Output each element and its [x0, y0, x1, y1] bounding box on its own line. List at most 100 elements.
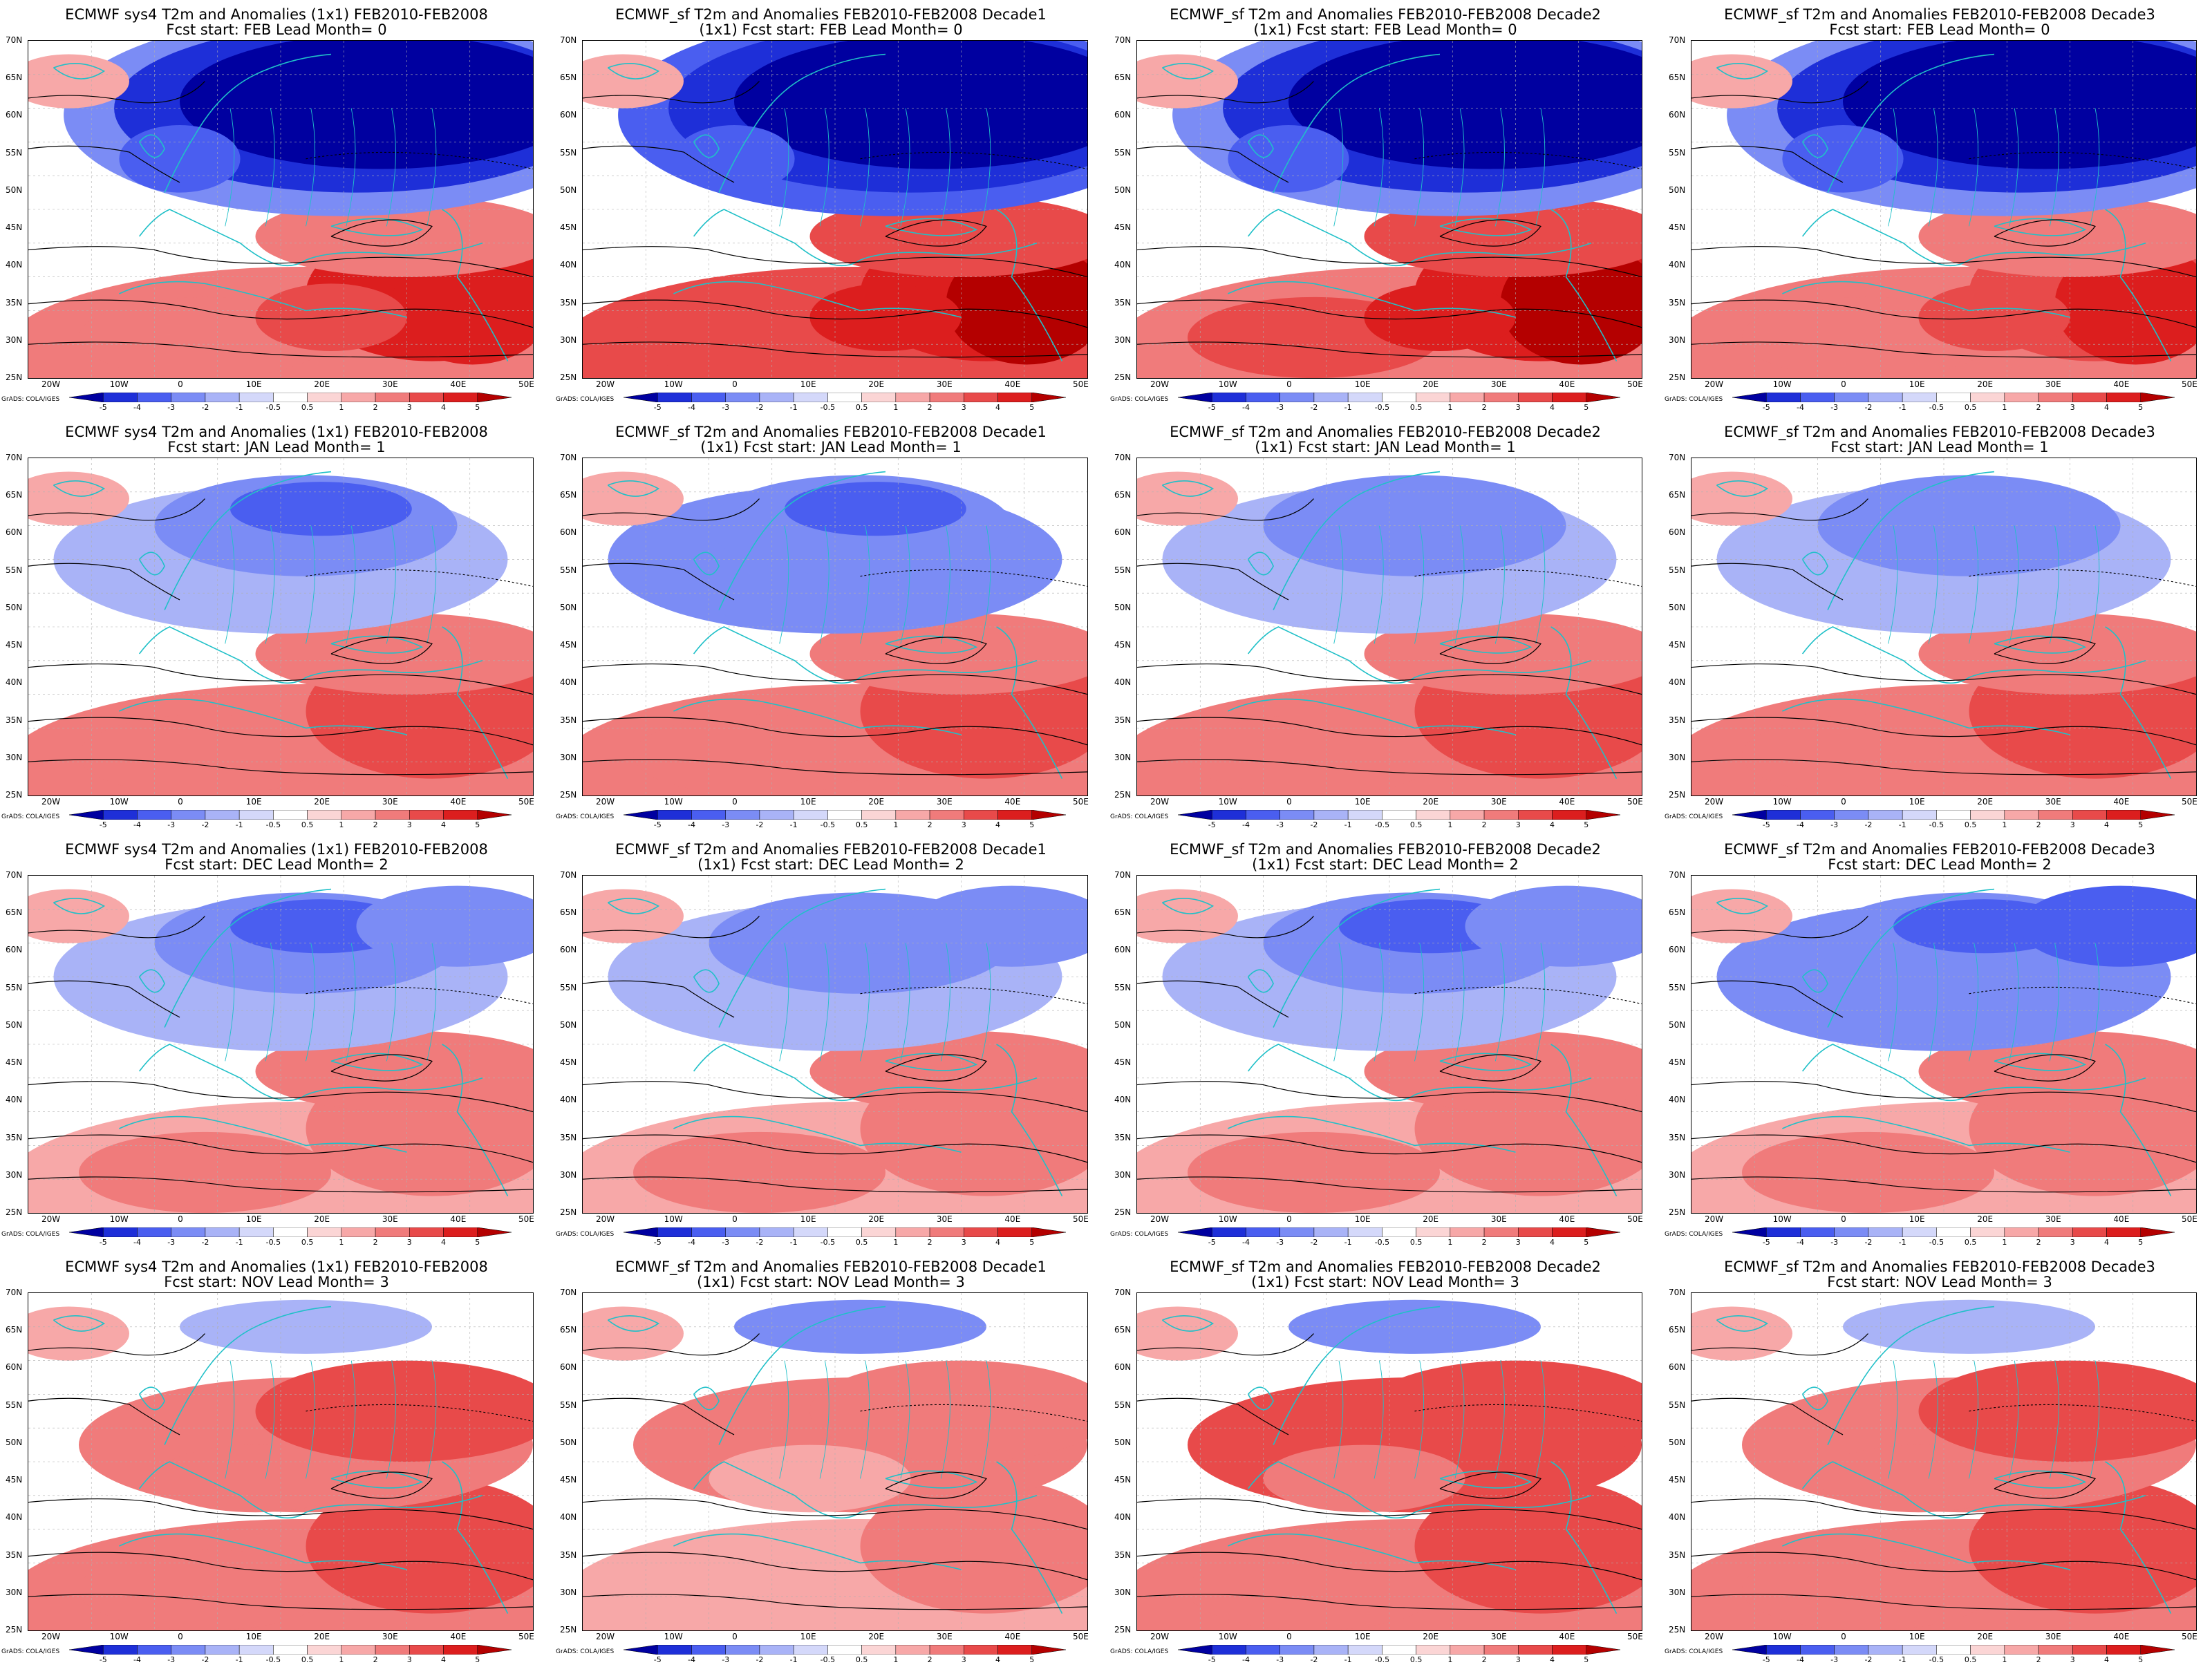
- coastline: [693, 1461, 1038, 1519]
- panel-title-line2: Fcst start: NOV Lead Month= 3: [1827, 1274, 2052, 1290]
- panel-title-line2: Fcst start: JAN Lead Month= 1: [167, 439, 386, 455]
- colorbar-swatch: [1970, 1227, 2005, 1237]
- colorbar-label: -4: [133, 403, 141, 412]
- lat-tick-label: 65N: [1114, 73, 1132, 83]
- panel-title-line2: Fcst start: JAN Lead Month= 1: [1830, 439, 2049, 455]
- colorbar: [69, 1645, 512, 1655]
- colorbar-label: -3: [1830, 1238, 1839, 1247]
- coastline: [1550, 1044, 1618, 1196]
- temperature-contour: [1691, 1594, 2196, 1610]
- country-border: [1374, 1360, 1384, 1479]
- colorbar-label: 4: [1550, 403, 1555, 412]
- warm-anomaly-balkan: [1817, 1444, 2020, 1513]
- coastline: [164, 53, 332, 193]
- country-border: [819, 525, 830, 644]
- lon-tick-label: 0: [732, 379, 738, 389]
- country-border: [225, 525, 235, 644]
- lon-tick-label: 20W: [41, 1632, 61, 1641]
- lon-tick-label: 20W: [1705, 797, 1724, 807]
- temperature-contour-negative: [1969, 1404, 2196, 1422]
- lon-tick-label: 0: [732, 797, 738, 807]
- lat-tick-label: 55N: [1669, 147, 1686, 158]
- lon-tick-label: 20W: [1150, 1214, 1170, 1224]
- lat-tick-label: 40N: [560, 1512, 577, 1523]
- coastline: [1247, 209, 1592, 267]
- colorbar-swatch: [1902, 1227, 1937, 1237]
- grads-credit: GrADS: COLA/IGES: [1665, 813, 1723, 820]
- temperature-contour: [1137, 1594, 1642, 1610]
- temperature-contour: [583, 759, 1087, 775]
- temperature-contour: [28, 1594, 533, 1610]
- colorbar-label: -5: [653, 820, 662, 829]
- warm-anomaly-africa: [633, 1131, 885, 1213]
- lat-tick-label: 25N: [1114, 373, 1132, 382]
- lon-tick-label: 0: [732, 1214, 738, 1224]
- map-panel: ECMWF_sf T2m and Anomalies FEB2010-FEB20…: [554, 0, 1107, 415]
- colorbar-label: -0.5: [820, 1238, 836, 1247]
- map-panel: ECMWF sys4 T2m and Anomalies (1x1) FEB20…: [0, 835, 553, 1250]
- temperature-contour: [583, 341, 1087, 358]
- colorbar-swatch: [929, 1645, 964, 1655]
- colorbar: [624, 1227, 1066, 1237]
- temperature-contour: [583, 498, 760, 521]
- colorbar-swatch: [238, 1645, 274, 1655]
- map-panel: ECMWF_sf T2m and Anomalies FEB2010-FEB20…: [1663, 1252, 2212, 1667]
- lon-tick-label: 10E: [245, 797, 262, 807]
- coastline: [693, 1044, 1038, 1102]
- colorbar-swatch: [2038, 393, 2073, 402]
- colorbar-label: 2: [1481, 820, 1487, 829]
- colorbar-swatch: [624, 1645, 658, 1655]
- lat-tick-label: 55N: [560, 565, 577, 575]
- warm-anomaly-east: [860, 1478, 1087, 1614]
- coastline: [693, 1386, 720, 1411]
- anomaly-map: [1137, 1293, 1642, 1630]
- lat-tick-label: 30N: [1669, 752, 1686, 762]
- coastline: [164, 1306, 332, 1445]
- colorbar-label: 1: [339, 403, 344, 412]
- temperature-contour: [1994, 1054, 2096, 1082]
- lat-tick-label: 45N: [1669, 1475, 1686, 1485]
- lon-tick-label: 20E: [868, 1214, 885, 1224]
- colorbar-label: 5: [1584, 403, 1589, 412]
- colorbar-swatch: [477, 810, 512, 820]
- temperature-contour: [583, 81, 760, 104]
- lon-tick-label: 30E: [936, 1632, 953, 1641]
- lat-tick-label: 30N: [1114, 335, 1132, 345]
- panel-title-line1: ECMWF_sf T2m and Anomalies FEB2010-FEB20…: [615, 841, 1047, 858]
- colorbar-swatch: [657, 1227, 692, 1237]
- colorbar-label: -1: [1898, 1655, 1906, 1664]
- colorbar-label: 5: [2138, 1238, 2144, 1247]
- colorbar-label: -2: [1310, 403, 1318, 412]
- temperature-contour: [1691, 1552, 2196, 1581]
- country-border: [981, 1360, 991, 1479]
- temperature-contour: [583, 299, 1087, 328]
- colorbar-label: 2: [1481, 403, 1487, 412]
- country-border: [1888, 108, 1898, 227]
- colorbar: [1732, 810, 2175, 820]
- lat-tick-label: 50N: [1114, 602, 1132, 612]
- lon-tick-label: 0: [732, 1632, 738, 1641]
- colorbar-swatch: [307, 1645, 342, 1655]
- coastline: [1273, 471, 1441, 610]
- country-border: [779, 943, 789, 1062]
- colorbar-swatch: [1834, 810, 1869, 820]
- lat-tick-label: 45N: [560, 640, 577, 650]
- coastline: [1273, 1306, 1441, 1445]
- coastline: [1247, 1461, 1592, 1519]
- colorbar-swatch: [443, 393, 478, 402]
- colorbar-swatch: [657, 393, 692, 402]
- lat-tick-label: 70N: [560, 1288, 577, 1297]
- warm-anomaly-iceland: [1691, 54, 1792, 109]
- lon-tick-label: 10E: [1909, 1632, 1925, 1641]
- colorbar-swatch: [1765, 1645, 1801, 1655]
- colorbar-swatch: [2004, 810, 2039, 820]
- colorbar-label: 2: [373, 403, 378, 412]
- lon-tick-label: 20E: [1977, 379, 1994, 389]
- colorbar-swatch: [895, 810, 930, 820]
- country-border: [1414, 943, 1425, 1062]
- lon-tick-label: 20W: [596, 797, 615, 807]
- colorbar-swatch: [1450, 1227, 1485, 1237]
- colorbar-label: 3: [2070, 820, 2075, 829]
- colorbar-swatch: [1902, 1645, 1937, 1655]
- temperature-contour: [1137, 341, 1642, 358]
